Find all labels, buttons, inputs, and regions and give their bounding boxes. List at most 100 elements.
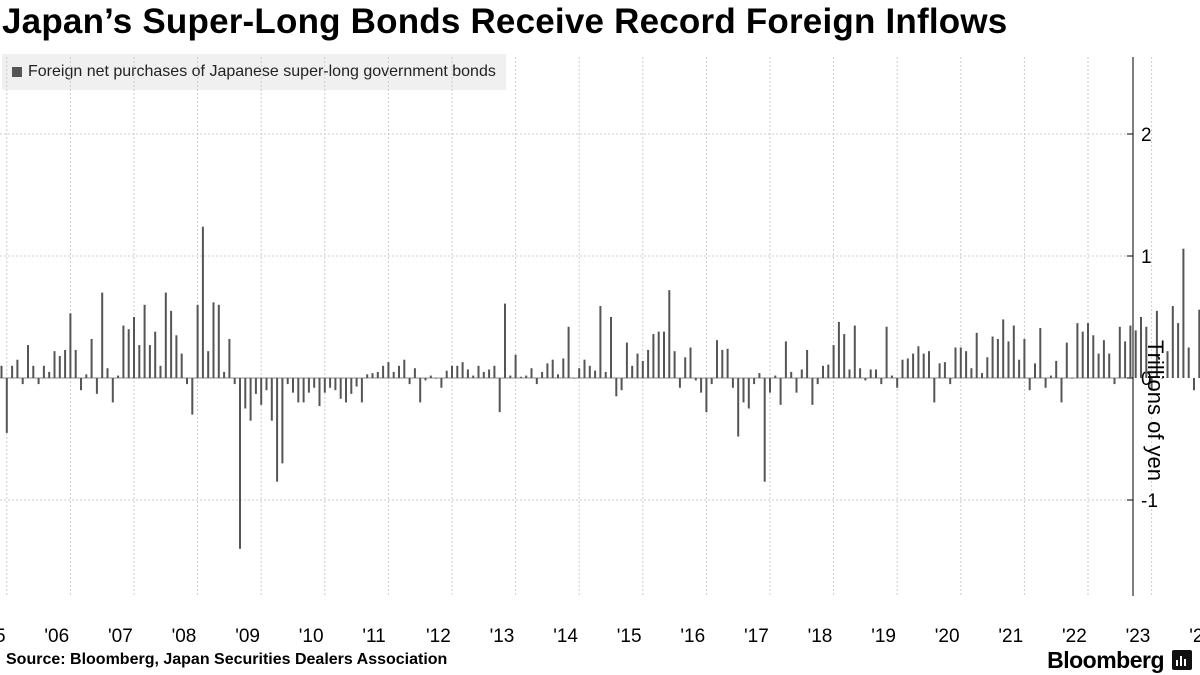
bar xyxy=(1039,327,1042,378)
bar xyxy=(466,369,469,378)
bar xyxy=(1177,323,1180,378)
x-tick-label: '19 xyxy=(871,626,896,647)
bar xyxy=(954,347,957,378)
x-tick-label: '07 xyxy=(108,626,133,647)
bar xyxy=(350,378,353,394)
bar xyxy=(615,378,618,397)
bar xyxy=(212,302,215,378)
bar xyxy=(48,371,51,378)
bar xyxy=(859,368,862,378)
bar xyxy=(90,338,93,378)
bar xyxy=(588,365,591,378)
bar xyxy=(875,369,877,378)
bar xyxy=(5,378,8,433)
bar xyxy=(832,345,835,378)
bar xyxy=(1081,331,1084,378)
bar xyxy=(435,378,438,379)
bar xyxy=(1102,340,1105,378)
bar xyxy=(276,378,279,482)
bar xyxy=(986,357,989,378)
x-tick-label: '15 xyxy=(617,626,642,647)
bar xyxy=(774,375,777,378)
bar xyxy=(721,349,724,378)
bar xyxy=(557,374,559,378)
bar xyxy=(1034,363,1036,378)
bar xyxy=(286,378,289,385)
bar xyxy=(890,375,893,378)
bar xyxy=(965,351,968,378)
bar xyxy=(498,378,501,413)
legend: Foreign net purchases of Japanese super-… xyxy=(2,54,506,90)
bar xyxy=(673,351,676,378)
x-tick-label: '13 xyxy=(490,626,515,647)
bar xyxy=(191,378,194,415)
bar xyxy=(101,292,104,378)
bar xyxy=(249,378,252,421)
x-tick-label: '18 xyxy=(808,626,833,647)
bar xyxy=(970,368,973,378)
x-tick-label: '10 xyxy=(299,626,324,647)
bar xyxy=(763,378,766,482)
bar xyxy=(21,378,24,385)
bar xyxy=(1150,378,1153,391)
bar xyxy=(816,378,819,385)
bar xyxy=(345,378,347,403)
bar xyxy=(175,335,178,378)
bar xyxy=(625,342,628,378)
bar xyxy=(117,375,120,378)
bar xyxy=(318,378,321,407)
x-tick-label: '06 xyxy=(44,626,69,647)
bar xyxy=(975,332,978,378)
bar xyxy=(758,373,761,378)
bar xyxy=(1108,353,1111,378)
bar xyxy=(429,375,432,378)
bar xyxy=(1140,317,1142,378)
bar xyxy=(1113,378,1116,385)
bar xyxy=(933,378,936,403)
bar xyxy=(800,369,803,378)
bar xyxy=(869,369,872,378)
source-note: Source: Bloomberg, Japan Securities Deal… xyxy=(6,651,448,668)
bar xyxy=(1012,325,1015,378)
bar xyxy=(1087,323,1089,378)
bar xyxy=(1124,341,1127,378)
bar xyxy=(1171,306,1174,378)
x-tick-label: '24 xyxy=(1189,626,1200,647)
bar xyxy=(668,290,671,378)
bar xyxy=(912,353,915,378)
bar xyxy=(133,317,135,378)
bar xyxy=(1134,330,1137,378)
bar xyxy=(472,375,475,378)
bar xyxy=(594,370,597,378)
bar xyxy=(122,325,125,378)
bar xyxy=(11,365,14,378)
bar xyxy=(742,378,745,403)
bar xyxy=(981,373,983,378)
bar xyxy=(583,359,586,378)
bar xyxy=(917,346,920,378)
bar xyxy=(302,378,305,403)
bar xyxy=(790,371,793,378)
bar xyxy=(885,326,888,378)
y-axis-label: Trillions of yen xyxy=(1143,340,1168,482)
bar xyxy=(80,378,82,391)
y-tick-label: -1 xyxy=(1141,491,1158,512)
bar xyxy=(366,374,369,378)
bar xyxy=(127,329,130,378)
bar xyxy=(843,334,846,378)
bar xyxy=(360,378,363,403)
bar xyxy=(0,365,3,378)
x-tick-label: '23 xyxy=(1126,626,1151,647)
bar xyxy=(239,378,241,549)
bar xyxy=(329,378,332,388)
bar xyxy=(223,371,226,378)
bar xyxy=(996,338,999,378)
bar xyxy=(376,371,379,378)
bar xyxy=(1028,378,1031,391)
bar xyxy=(64,349,67,378)
bar xyxy=(201,226,204,378)
bar xyxy=(32,365,35,378)
bar xyxy=(943,362,946,378)
bar xyxy=(525,375,528,378)
bar xyxy=(445,370,448,378)
